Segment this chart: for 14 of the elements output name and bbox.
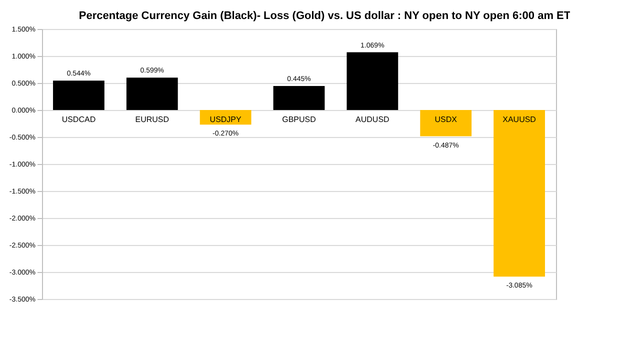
bar (494, 110, 545, 277)
bar (273, 86, 325, 110)
bar (126, 78, 178, 110)
x-tick-label: USDX (434, 115, 458, 124)
x-tick-label: XAUUSD (502, 115, 536, 124)
bar (420, 110, 472, 136)
x-tick-label: EURUSD (135, 115, 170, 124)
chart-title: Percentage Currency Gain (Black)- Loss (Gold) vs. US dollar : NY open to NY open 6:00 am ET (78, 10, 571, 22)
bar (346, 52, 398, 110)
x-tick-label: GBPUSD (282, 115, 316, 124)
bar (53, 80, 104, 110)
x-tick-label: AUDUSD (356, 115, 390, 124)
x-tick-label: USDCAD (62, 115, 96, 124)
x-tick-label: USDJPY (210, 115, 242, 124)
